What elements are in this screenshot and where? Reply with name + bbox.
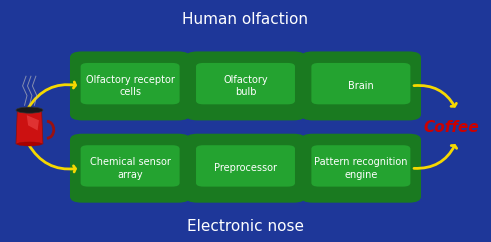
- Text: Olfactory receptor
cells: Olfactory receptor cells: [85, 75, 175, 97]
- FancyBboxPatch shape: [81, 145, 180, 187]
- FancyBboxPatch shape: [300, 134, 421, 203]
- FancyBboxPatch shape: [196, 63, 295, 104]
- Text: Preprocessor: Preprocessor: [214, 163, 277, 173]
- FancyBboxPatch shape: [185, 134, 305, 203]
- Polygon shape: [16, 110, 43, 144]
- FancyBboxPatch shape: [70, 134, 191, 203]
- Text: Brain: Brain: [348, 81, 374, 91]
- Text: Pattern recognition
engine: Pattern recognition engine: [314, 157, 408, 180]
- Text: Electronic nose: Electronic nose: [187, 219, 304, 234]
- Text: Chemical sensor
array: Chemical sensor array: [90, 157, 170, 180]
- FancyBboxPatch shape: [311, 145, 410, 187]
- FancyBboxPatch shape: [70, 51, 191, 120]
- Polygon shape: [27, 115, 39, 130]
- Ellipse shape: [17, 142, 42, 146]
- FancyBboxPatch shape: [81, 63, 180, 104]
- FancyBboxPatch shape: [311, 63, 410, 104]
- Text: Human olfaction: Human olfaction: [183, 12, 308, 27]
- FancyBboxPatch shape: [185, 51, 305, 120]
- FancyBboxPatch shape: [300, 51, 421, 120]
- Text: Olfactory
bulb: Olfactory bulb: [223, 75, 268, 97]
- Text: Coffee: Coffee: [423, 120, 479, 135]
- Ellipse shape: [16, 107, 43, 113]
- FancyBboxPatch shape: [196, 145, 295, 187]
